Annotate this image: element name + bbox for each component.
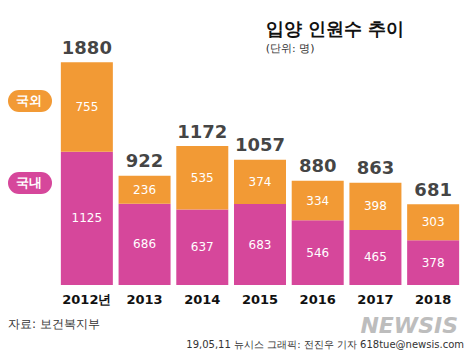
svg-text:1880: 1880 [62,37,112,58]
svg-text:2014: 2014 [184,292,220,307]
svg-text:236: 236 [133,183,156,197]
svg-text:19,05,11 뉴시스 그래픽: 전진우 기자 618tu: 19,05,11 뉴시스 그래픽: 전진우 기자 618tue@newsis.c… [186,339,464,350]
svg-text:535: 535 [191,171,214,185]
svg-text:303: 303 [422,215,445,229]
svg-text:NEWSIS: NEWSIS [360,313,458,338]
svg-text:2017: 2017 [357,292,393,307]
svg-text:2013: 2013 [126,292,162,307]
svg-text:755: 755 [75,100,98,114]
svg-text:국외: 국외 [16,93,42,108]
svg-text:683: 683 [249,238,272,252]
svg-text:546: 546 [306,246,329,260]
svg-text:465: 465 [364,250,387,264]
svg-text:1172: 1172 [177,121,227,142]
svg-text:922: 922 [126,150,164,171]
svg-text:863: 863 [357,157,395,178]
svg-text:378: 378 [422,256,445,270]
svg-text:2016: 2016 [300,292,336,307]
svg-text:자료: 보건복지부: 자료: 보건복지부 [8,317,100,331]
svg-text:637: 637 [191,240,214,254]
svg-text:2015: 2015 [242,292,278,307]
svg-text:398: 398 [364,199,387,213]
svg-text:입양 인원수 추이: 입양 인원수 추이 [266,18,405,39]
svg-text:1125: 1125 [72,211,103,225]
svg-text:국내: 국내 [16,175,42,190]
svg-text:686: 686 [133,237,156,251]
svg-text:334: 334 [306,194,329,208]
svg-text:1057: 1057 [235,134,285,155]
svg-text:2012년: 2012년 [62,292,111,307]
svg-text:374: 374 [249,175,272,189]
svg-text:880: 880 [299,155,337,176]
svg-text:681: 681 [414,179,452,200]
svg-text:2018: 2018 [415,292,451,307]
svg-text:(단위: 명): (단위: 명) [266,42,315,55]
